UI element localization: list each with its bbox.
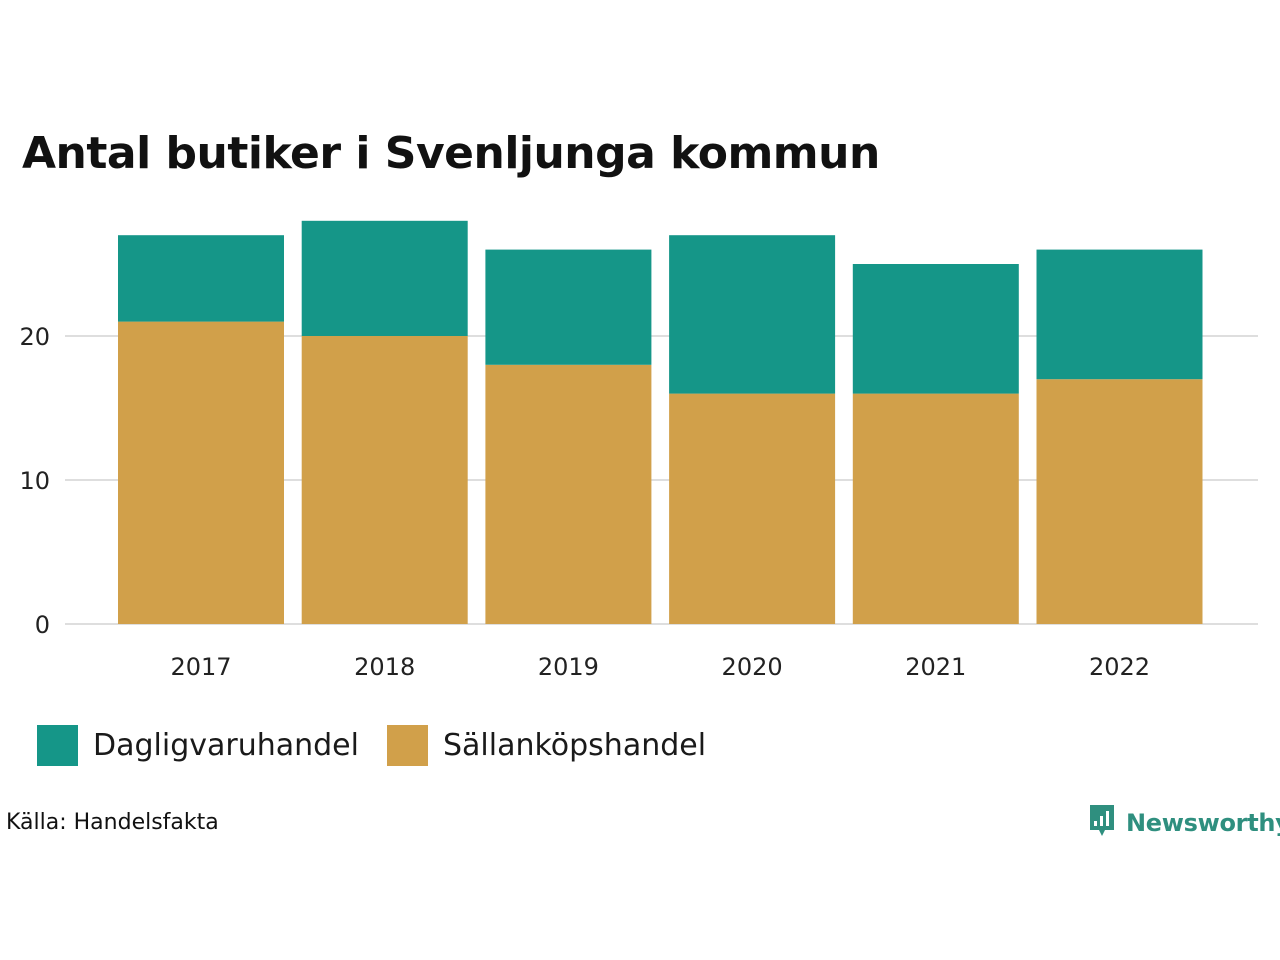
y-tick-label: 20 — [19, 323, 50, 351]
x-tick-label: 2020 — [722, 653, 783, 681]
legend-item-sallankopshandel: Sällanköpshandel — [386, 725, 707, 766]
bar-dagligvaruhandel-2022 — [1036, 249, 1203, 380]
legend-label-dagligvaruhandel: Dagligvaruhandel — [93, 728, 359, 763]
bar-sallankopshandel-2020 — [669, 393, 836, 624]
legend-swatch-sallankopshandel — [386, 725, 428, 766]
y-axis-ticks: 0 10 20 — [19, 323, 50, 639]
x-tick-label: 2021 — [905, 653, 966, 681]
legend-item-dagligvaruhandel: Dagligvaruhandel — [37, 725, 359, 766]
bar-sallankopshandel-2017 — [118, 321, 284, 624]
source-note: Källa: Handelsfakta — [6, 810, 219, 835]
newsworthy-logo-icon — [1088, 803, 1116, 843]
bars — [118, 220, 1203, 624]
bar-dagligvaruhandel-2020 — [669, 235, 836, 394]
bar-sallankopshandel-2018 — [301, 336, 468, 624]
bar-dagligvaruhandel-2017 — [118, 235, 284, 322]
x-tick-label: 2022 — [1089, 653, 1150, 681]
x-tick-label: 2017 — [170, 653, 231, 681]
x-tick-label: 2019 — [538, 653, 599, 681]
y-tick-label: 0 — [35, 611, 50, 639]
x-axis-ticks: 2017 2018 2019 2020 2021 2022 — [170, 653, 1150, 681]
brand-name: Newsworthy — [1126, 809, 1280, 837]
bar-sallankopshandel-2019 — [485, 364, 652, 624]
x-tick-label: 2018 — [354, 653, 415, 681]
chart-title: Antal butiker i Svenljunga kommun — [22, 128, 880, 179]
legend-swatch-dagligvaruhandel — [37, 725, 78, 766]
bar-dagligvaruhandel-2021 — [852, 264, 1019, 394]
bar-dagligvaruhandel-2019 — [485, 249, 652, 365]
y-tick-label: 10 — [19, 467, 50, 495]
brand-logo[interactable]: Newsworthy — [1088, 803, 1280, 843]
bar-dagligvaruhandel-2018 — [301, 220, 468, 336]
bar-sallankopshandel-2022 — [1036, 379, 1203, 624]
legend: Dagligvaruhandel Sällanköpshandel — [37, 725, 734, 766]
bar-sallankopshandel-2021 — [852, 393, 1019, 624]
legend-label-sallankopshandel: Sällanköpshandel — [442, 728, 707, 763]
